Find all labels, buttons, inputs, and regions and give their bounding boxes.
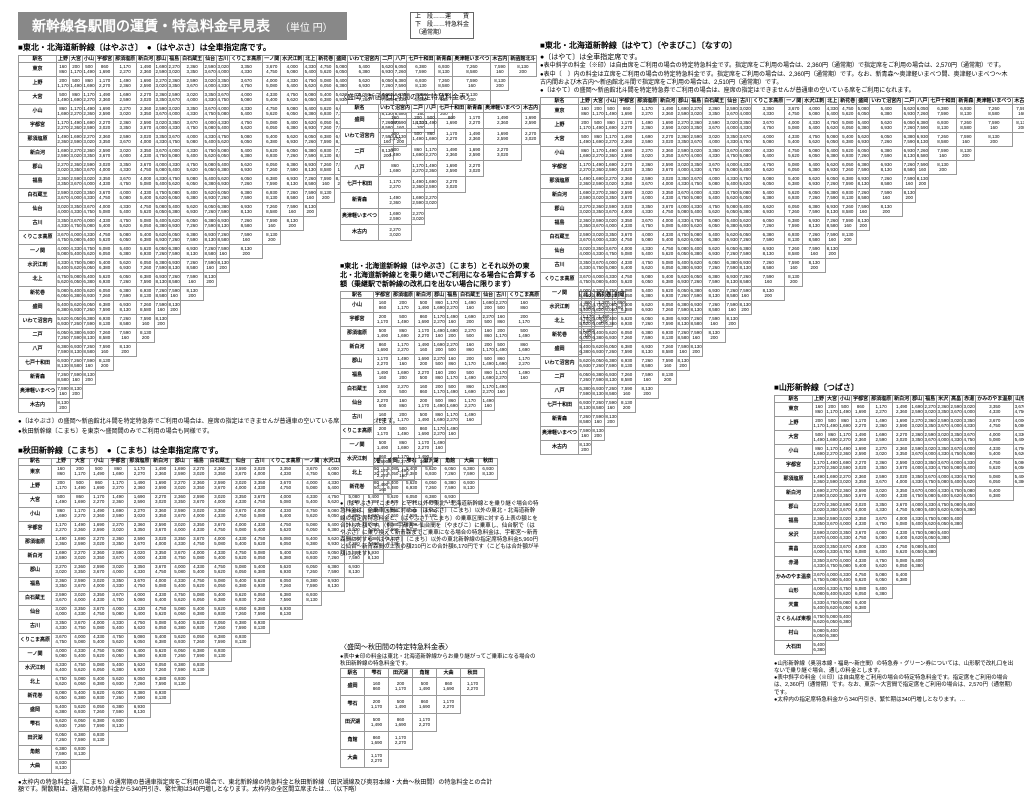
morioka-akita-head: 〈盛岡～秋田間の特定特急料金表〉 (340, 642, 540, 652)
akita-notes: ●太枠内の特急料金は、〔こまち〕の通常期の普通車指定席をご利用の場合で、東北新幹… (18, 780, 498, 795)
legend-line3: （通常期） (415, 30, 469, 38)
table-morioka-hakodate: 駅名いわて沼宮内二戸八戸七戸十和田新青森奥津軽いまべつ木古内新函館北斗盛岡160… (340, 104, 540, 241)
transfer-head: ■東北・北海道新幹線〔はやぶさ〕〔こまち〕とそれ以外の東北・北海道新幹線とを乗り… (340, 262, 540, 289)
transfer-note: ●〔はやぶさ〕〔こまち〕とそれ以外の東北・北海道新幹線とを乗り継ぐ場合の特急料金… (340, 501, 540, 558)
table-transfer: 駅名宇都宮那須塩原新白河郡山福島白石蔵王仙台古川くりこま高原一ノ関水沢江刺北上新… (340, 291, 540, 495)
table-yamagata: 駅名上野大宮小山宇都宮那須塩原新白河郡山福島米沢高畠赤湯かみのやま温泉山形天童さ… (774, 395, 1014, 655)
table-morioka-akita: 駅名雫石田沢湖角館大曲秋田盛岡1608602001,1705001,490860… (340, 668, 540, 768)
yamagata-notes: ●山形新幹線（奥羽本線・福島～新庄間）の特急券・グリーン券については、山形駅で改… (774, 661, 1014, 704)
title-text: 新幹線各駅間の運賃・特急料金早見表 (32, 18, 270, 34)
legend-line2: 下 段……特急料金 (415, 22, 469, 30)
legend: 上 段……運 賃 下 段……特急料金 （通常期） (410, 12, 474, 39)
sec-hayabusa-head: ■東北・北海道新幹線〔はやぶさ〕 ●〔はやぶさ〕は全車指定席です。 (18, 42, 498, 53)
hayate-b2: ●表中斜字の料金（※印）は自由席をご利用の場合の特定特急料金です。指定席をご利用… (540, 63, 1010, 71)
hayate-b4: ●〔はやて〕の盛岡～新函館北斗間を特定特急券でご利用の場合は、座席の指定はできま… (540, 88, 1010, 96)
legend-line1: 上 段……運 賃 (415, 14, 469, 22)
morioka-hakodate-head: 〈盛岡～新函館北斗間の特定特急料金表〉 (340, 92, 540, 102)
page-title: 新幹線各駅間の運賃・特急料金早見表 （単位 円） (18, 12, 347, 40)
hayate-b1: ●〔はやて〕は全車指定席です。 (540, 53, 1010, 62)
sec-hayate-head: ■東北・北海道新幹線〔はやて〕〔やまびこ〕〔なすの〕 (540, 40, 1010, 51)
hayate-b3: ●表中〔 〕内の料金は立席をご利用の場合の特定特急料金です。指定席をご利用の場合… (540, 72, 1010, 88)
sec-yamagata-head: ■山形新幹線〔つばさ〕 (774, 382, 1014, 393)
title-unit: （単位 円） (280, 23, 333, 34)
morioka-akita-sub: ●表中★印の料金は東北・北海道新幹線からお乗り継がってご乗車になる場合の秋田新幹… (340, 654, 540, 668)
